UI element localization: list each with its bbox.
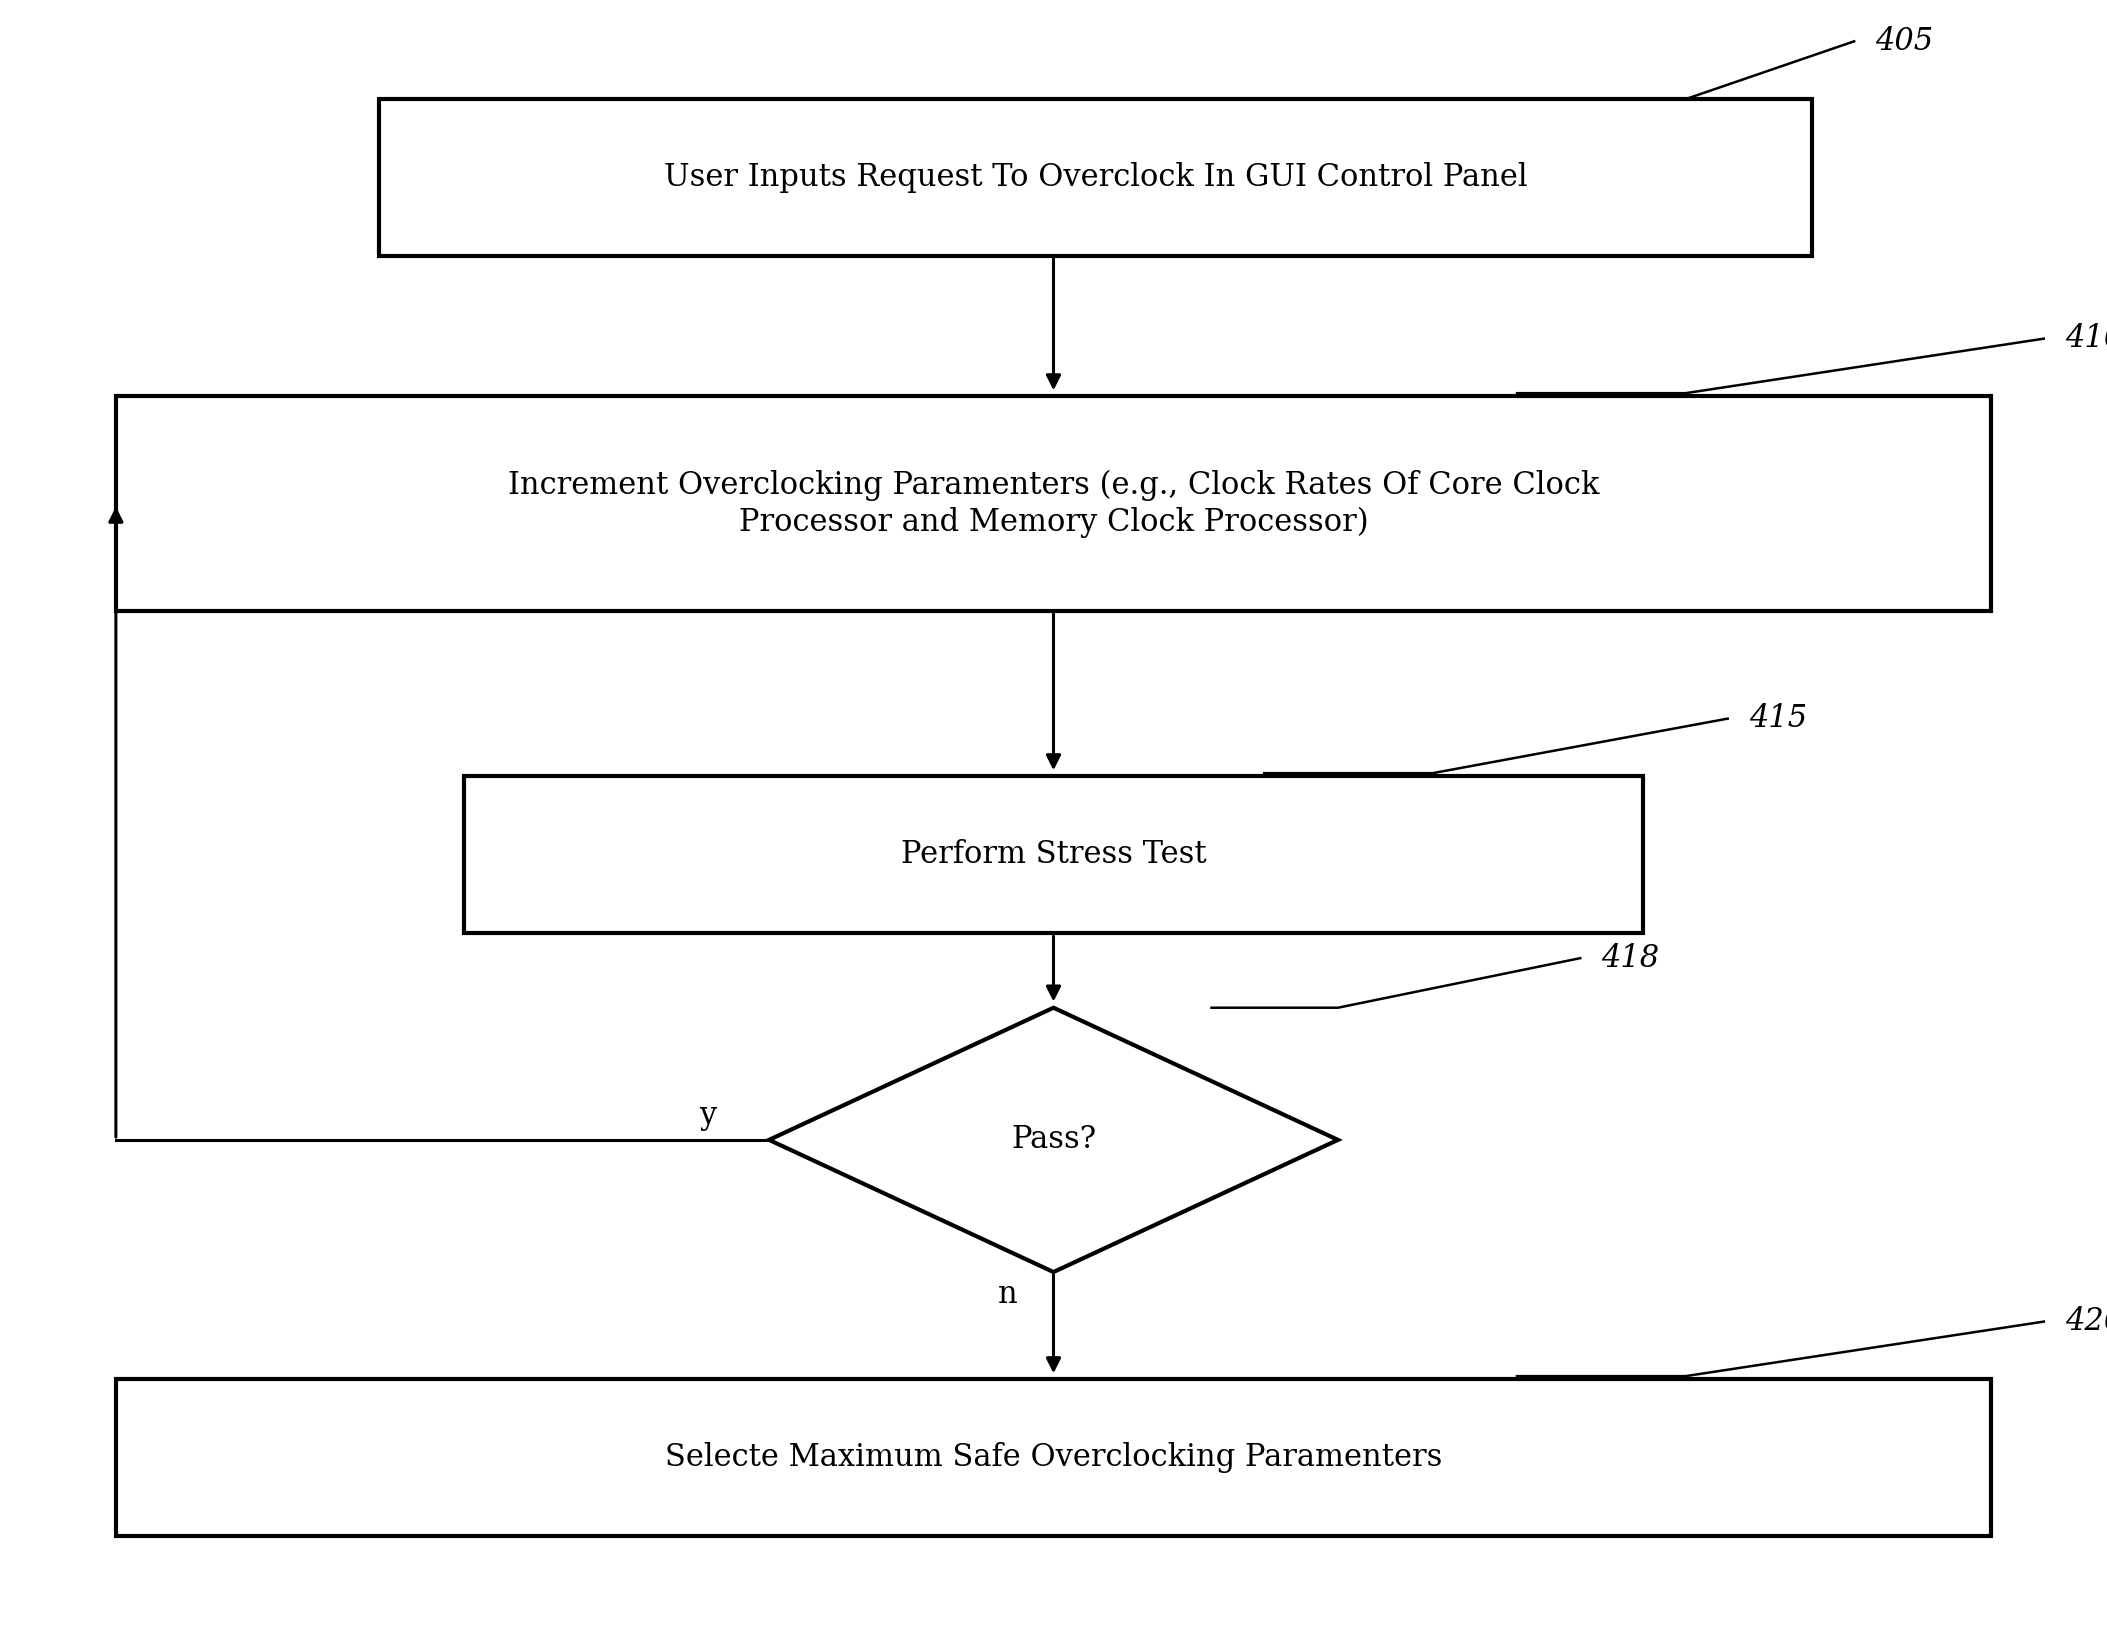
Text: Pass?: Pass? bbox=[1011, 1125, 1096, 1155]
FancyBboxPatch shape bbox=[116, 396, 1991, 611]
Text: Selecte Maximum Safe Overclocking Paramenters: Selecte Maximum Safe Overclocking Parame… bbox=[666, 1442, 1441, 1474]
Text: User Inputs Request To Overclock In GUI Control Panel: User Inputs Request To Overclock In GUI … bbox=[664, 162, 1528, 193]
Text: y: y bbox=[700, 1100, 716, 1130]
Text: 410: 410 bbox=[2065, 324, 2107, 354]
Polygon shape bbox=[769, 1008, 1338, 1272]
Text: 405: 405 bbox=[1875, 26, 1934, 56]
Text: Perform Stress Test: Perform Stress Test bbox=[900, 839, 1207, 871]
Text: 420: 420 bbox=[2065, 1307, 2107, 1336]
Text: Increment Overclocking Paramenters (e.g., Clock Rates Of Core Clock
Processor an: Increment Overclocking Paramenters (e.g.… bbox=[508, 471, 1599, 537]
Text: 415: 415 bbox=[1749, 704, 1808, 733]
Text: 418: 418 bbox=[1601, 943, 1660, 973]
FancyBboxPatch shape bbox=[116, 1379, 1991, 1536]
FancyBboxPatch shape bbox=[464, 776, 1643, 933]
Text: n: n bbox=[999, 1279, 1018, 1310]
FancyBboxPatch shape bbox=[379, 99, 1812, 256]
